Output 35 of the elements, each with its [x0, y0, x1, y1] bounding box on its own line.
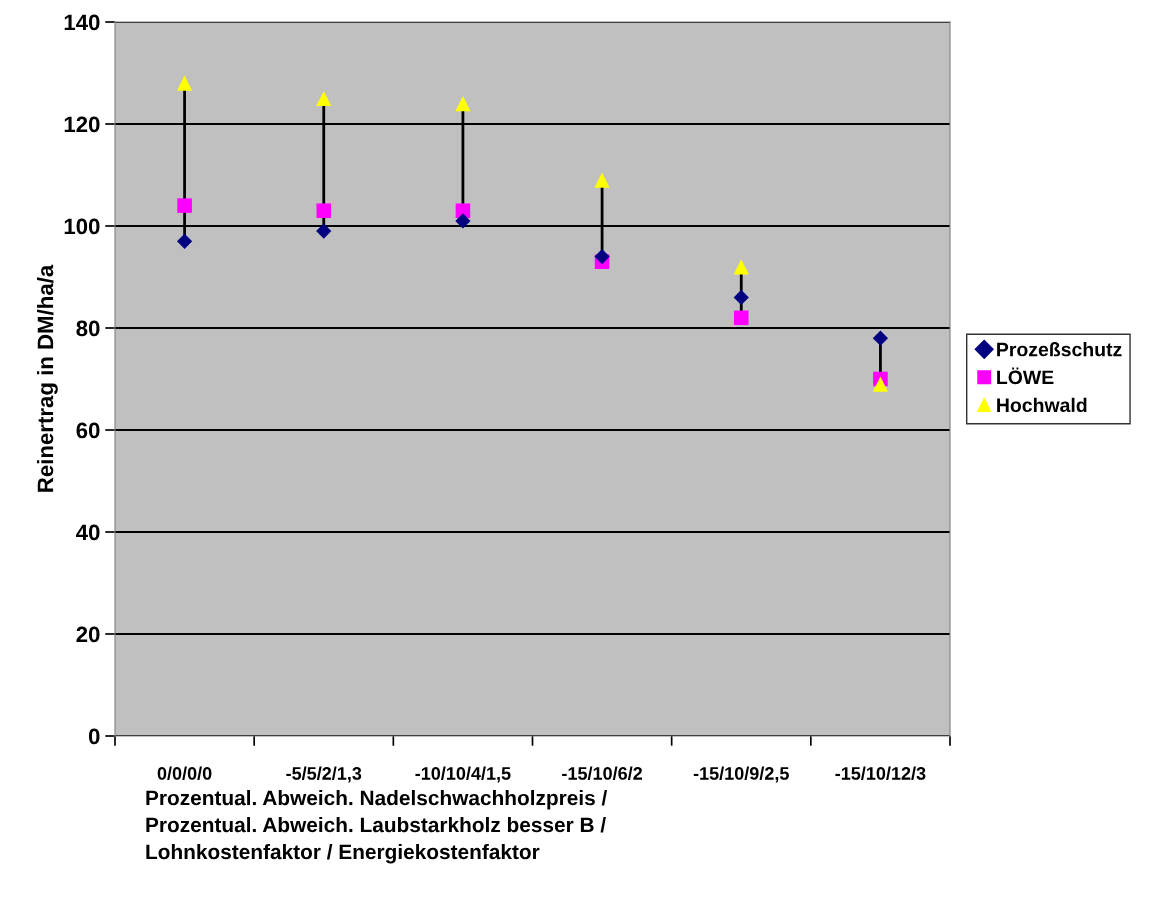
- point: [872, 330, 889, 346]
- point: [455, 203, 471, 218]
- legend-label: Hochwald: [997, 397, 1087, 413]
- x-tick-label: -15/10/9/2,5: [693, 766, 789, 783]
- y-tick-label: 100: [64, 218, 100, 235]
- point: [594, 172, 610, 188]
- y-tick-label: 80: [76, 320, 100, 337]
- point: [316, 223, 332, 239]
- point: [177, 198, 192, 213]
- point: [733, 259, 749, 275]
- y-tick-label: 20: [76, 626, 100, 643]
- x-tick-label: -5/5/2/1,3: [286, 766, 362, 783]
- x-tick-label: -15/10/12/3: [835, 766, 926, 780]
- point: [316, 203, 332, 218]
- point: [176, 75, 193, 91]
- y-tick-label: 60: [76, 422, 100, 439]
- y-axis-title: Reinertrag in DM/ha/a: [36, 264, 58, 492]
- point: [733, 310, 749, 326]
- point: [733, 289, 749, 306]
- x-tick-label: -15/10/6/2: [562, 766, 643, 780]
- x-axis-title: Prozentual. Abweich. Nadelschwachholzpreis / Prozentual. Abweich. Laubstarkholz besser B / Lohnkostenfaktor / Energiekostenfaktor: [146, 790, 608, 864]
- legend-label: Prozeßschutz: [997, 342, 1122, 357]
- y-tick-label: 0: [88, 728, 100, 745]
- x-tick-label: 0/0/0/0: [157, 766, 212, 780]
- point: [594, 248, 610, 265]
- y-tick-label: 140: [64, 14, 100, 31]
- point: [455, 95, 471, 112]
- y-tick-label: 40: [76, 524, 100, 541]
- legend-label: LÖWE: [997, 367, 1054, 385]
- point: [176, 233, 193, 249]
- point: [872, 376, 889, 392]
- y-tick-label: 120: [64, 116, 100, 133]
- point: [455, 213, 471, 229]
- x-tick-label: -10/10/4/1,5: [415, 766, 511, 783]
- point: [316, 90, 332, 107]
